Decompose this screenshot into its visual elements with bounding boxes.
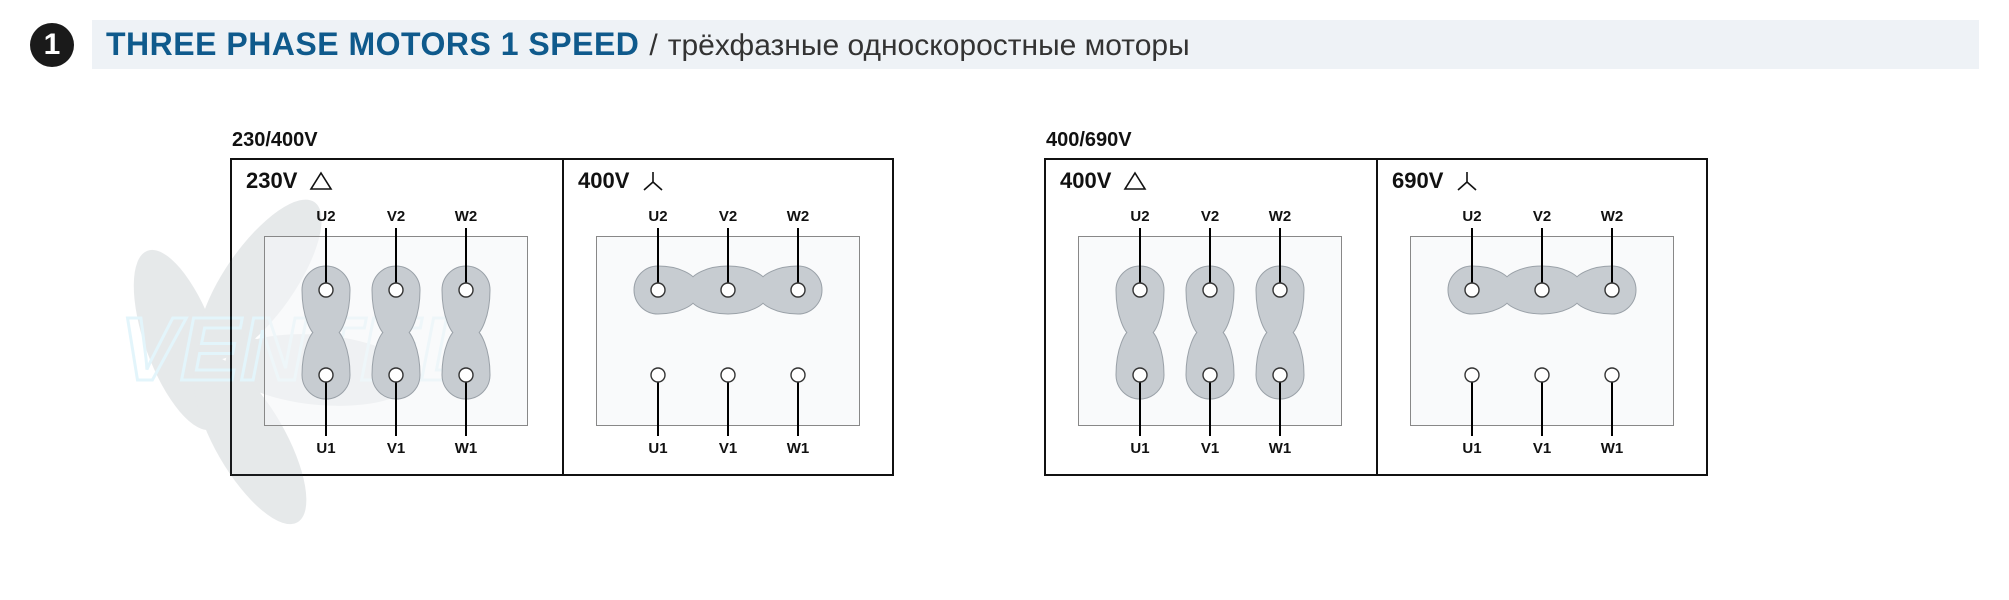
terminal-label-top: V2	[719, 208, 737, 225]
star-icon	[641, 170, 665, 192]
delta-icon	[309, 171, 333, 191]
terminal-label-top: W2	[1269, 208, 1292, 225]
terminal-label-top: U2	[316, 208, 335, 225]
terminal-label-top: U2	[648, 208, 667, 225]
diagram-panels: 230/400V 230V U2 U1 V2 V1 W2 W1	[230, 129, 2009, 476]
terminal-label-top: U2	[1462, 208, 1481, 225]
wiring-diagram-star: U2 U1 V2 V1 W2 W1	[578, 200, 878, 460]
terminal-label-top: W2	[1601, 208, 1624, 225]
voltage-group: 230/400V 230V U2 U1 V2 V1 W2 W1	[230, 129, 894, 476]
section-header: 1 THREE PHASE MOTORS 1 SPEED / трёхфазны…	[30, 20, 1979, 69]
terminal-label-bottom: W1	[787, 440, 810, 457]
connection-panel-star: 400V U2 U1 V2 V1 W2 W1	[562, 160, 892, 474]
panel-header: 400V	[1060, 168, 1362, 194]
wiring-diagram-delta: U2 U1 V2 V1 W2 W1	[1060, 200, 1360, 460]
connection-panel-delta: 230V U2 U1 V2 V1 W2 W1	[232, 160, 562, 474]
terminal-label-bottom: W1	[1269, 440, 1292, 457]
terminal-label-bottom: U1	[648, 440, 667, 457]
panel-header: 230V	[246, 168, 548, 194]
connection-panel-delta: 400V U2 U1 V2 V1 W2 W1	[1046, 160, 1376, 474]
wiring-diagram-star: U2 U1 V2 V1 W2 W1	[1392, 200, 1692, 460]
terminal-label-top: V2	[387, 208, 405, 225]
section-number-badge: 1	[30, 23, 74, 67]
terminal-label-bottom: W1	[455, 440, 478, 457]
title-separator: /	[649, 29, 657, 63]
terminal-label-top: W2	[787, 208, 810, 225]
terminal-label-bottom: W1	[1601, 440, 1624, 457]
panel-header: 400V	[578, 168, 878, 194]
terminal-label-bottom: V1	[1201, 440, 1219, 457]
delta-icon	[1123, 171, 1147, 191]
terminal-label-bottom: U1	[1130, 440, 1149, 457]
panel-voltage: 230V	[246, 168, 297, 194]
connection-panel-star: 690V U2 U1 V2 V1 W2 W1	[1376, 160, 1706, 474]
voltage-group: 400/690V 400V U2 U1 V2 V1 W2 W1	[1044, 129, 1708, 476]
title-ru: трёхфазные односкоростные моторы	[668, 29, 1190, 63]
terminal-label-top: U2	[1130, 208, 1149, 225]
star-icon	[1455, 170, 1479, 192]
terminal-label-bottom: V1	[1533, 440, 1551, 457]
terminal-label-top: W2	[455, 208, 478, 225]
panel-header: 690V	[1392, 168, 1692, 194]
group-border: 230V U2 U1 V2 V1 W2 W1 400V	[230, 158, 894, 476]
terminal-label-top: V2	[1201, 208, 1219, 225]
terminal-label-bottom: U1	[1462, 440, 1481, 457]
wiring-diagram-delta: U2 U1 V2 V1 W2 W1	[246, 200, 546, 460]
terminal-label-bottom: V1	[719, 440, 737, 457]
group-voltage-label: 230/400V	[232, 129, 894, 152]
title-en: THREE PHASE MOTORS 1 SPEED	[106, 26, 639, 63]
panel-voltage: 400V	[578, 168, 629, 194]
group-voltage-label: 400/690V	[1046, 129, 1708, 152]
panel-voltage: 690V	[1392, 168, 1443, 194]
group-border: 400V U2 U1 V2 V1 W2 W1 690V	[1044, 158, 1708, 476]
terminal-label-bottom: U1	[316, 440, 335, 457]
title-band: THREE PHASE MOTORS 1 SPEED / трёхфазные …	[92, 20, 1979, 69]
panel-voltage: 400V	[1060, 168, 1111, 194]
terminal-label-top: V2	[1533, 208, 1551, 225]
terminal-label-bottom: V1	[387, 440, 405, 457]
